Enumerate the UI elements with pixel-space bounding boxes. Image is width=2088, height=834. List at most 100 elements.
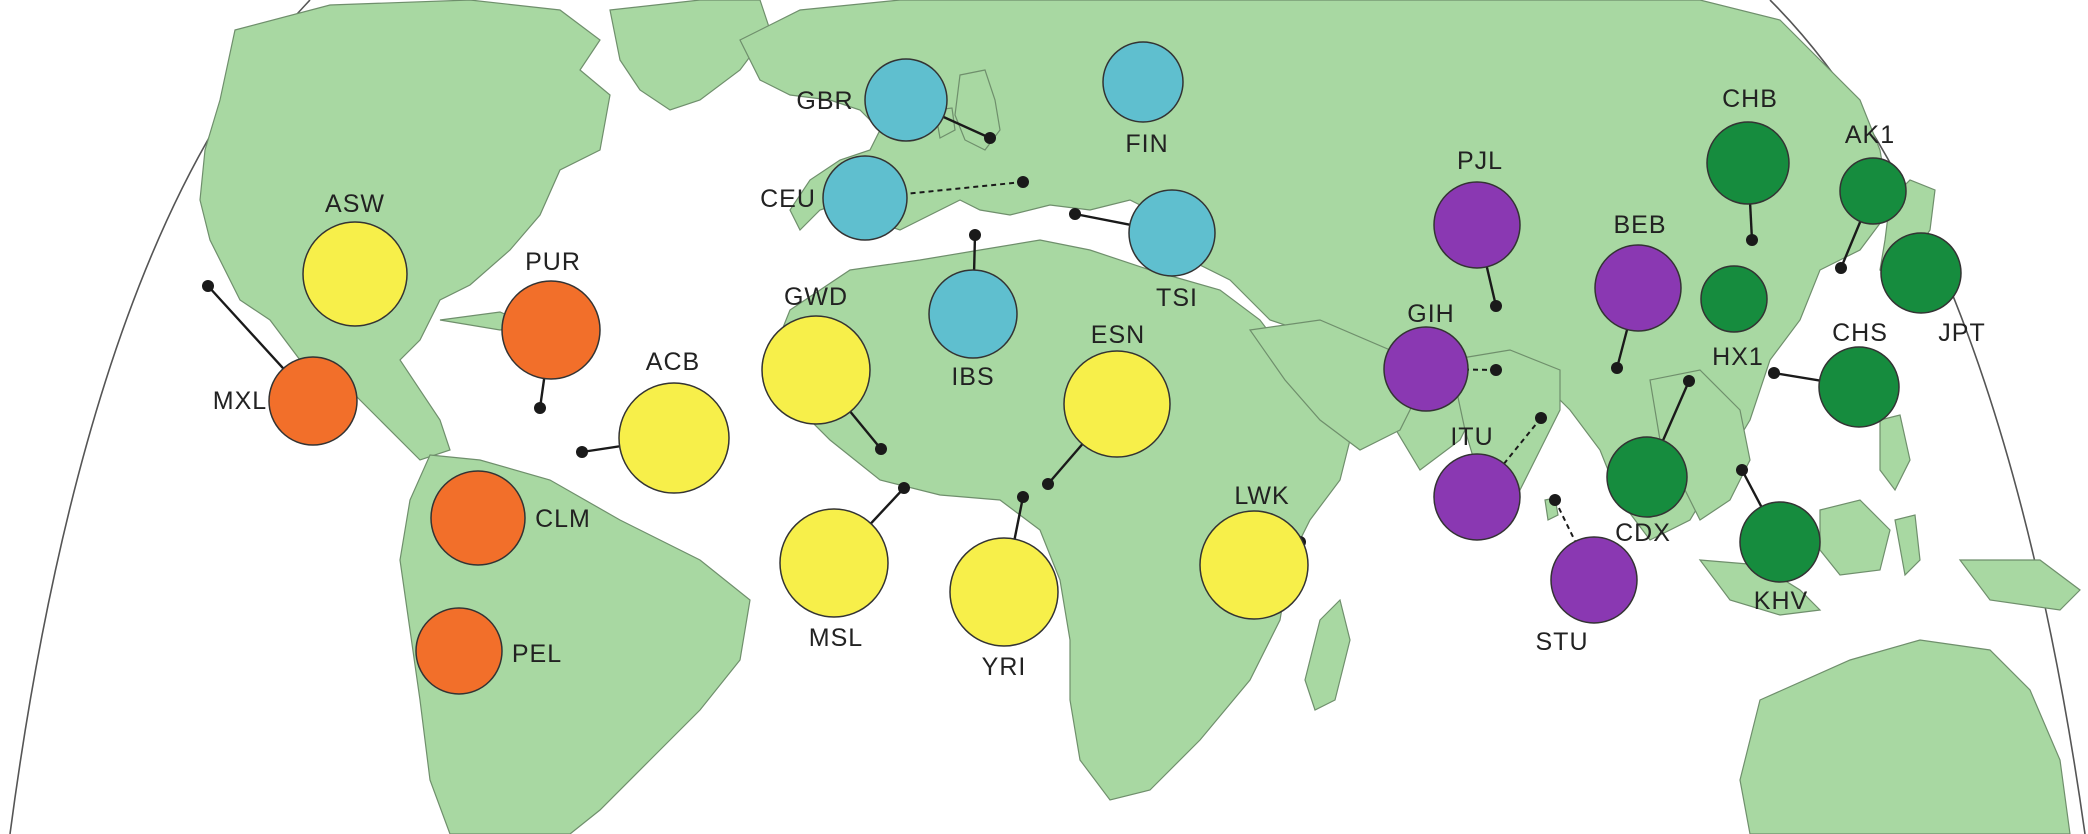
population-circle-acb[interactable] xyxy=(618,382,730,494)
population-gbr[interactable]: GBR xyxy=(796,58,948,142)
population-circle-lwk[interactable] xyxy=(1199,510,1309,620)
population-label-chs: CHS xyxy=(1832,319,1888,347)
population-label-hx1: HX1 xyxy=(1712,343,1764,371)
population-label-pjl: PJL xyxy=(1457,147,1503,175)
population-circle-fin[interactable] xyxy=(1102,41,1184,123)
land-australia xyxy=(1739,639,2071,834)
population-label-mxl: MXL xyxy=(213,387,267,415)
population-label-cdx: CDX xyxy=(1615,519,1671,547)
population-ak1[interactable]: AK1 xyxy=(1839,121,1907,225)
population-clm[interactable]: CLM xyxy=(430,470,591,566)
sample-site-gwd xyxy=(875,443,887,455)
population-circle-chb[interactable] xyxy=(1706,121,1790,205)
population-asw[interactable]: ASW xyxy=(302,190,408,327)
population-mxl[interactable]: MXL xyxy=(213,356,358,446)
population-markers: GBR FIN CEU TSI IBS ASW ACB GWD ESN MSL YRI LWK PUR M… xyxy=(213,41,1986,695)
landmasses xyxy=(199,0,2081,834)
population-label-acb: ACB xyxy=(646,348,700,376)
population-circle-yri[interactable] xyxy=(949,537,1059,647)
population-circle-jpt[interactable] xyxy=(1880,232,1962,314)
population-circle-cdx[interactable] xyxy=(1606,436,1688,518)
population-gih[interactable]: GIH xyxy=(1383,300,1469,412)
population-fin[interactable]: FIN xyxy=(1102,41,1184,158)
population-label-ceu: CEU xyxy=(760,185,816,213)
sample-site-acb xyxy=(576,446,588,458)
population-circle-pjl[interactable] xyxy=(1433,181,1521,269)
sample-site-chb xyxy=(1746,234,1758,246)
population-circle-hx1[interactable] xyxy=(1700,265,1768,333)
population-esn[interactable]: ESN xyxy=(1063,321,1171,458)
sample-site-yri xyxy=(1017,491,1029,503)
population-pjl[interactable]: PJL xyxy=(1433,147,1521,269)
sample-site-esn xyxy=(1042,478,1054,490)
sample-site-stu xyxy=(1549,494,1561,506)
population-ceu[interactable]: CEU xyxy=(760,155,908,241)
land-new-guinea xyxy=(1958,559,2081,611)
population-acb[interactable]: ACB xyxy=(618,348,730,494)
population-label-asw: ASW xyxy=(325,190,385,218)
population-circle-stu[interactable] xyxy=(1550,536,1638,624)
sample-site-gih xyxy=(1490,364,1502,376)
population-circle-msl[interactable] xyxy=(779,508,889,618)
land-borneo xyxy=(1819,499,1891,576)
population-label-jpt: JPT xyxy=(1938,319,1985,347)
population-label-fin: FIN xyxy=(1125,130,1168,158)
population-circle-gwd[interactable] xyxy=(761,315,871,425)
population-label-chb: CHB xyxy=(1722,85,1778,113)
sample-site-tsi xyxy=(1069,208,1081,220)
sample-site-gbr xyxy=(984,132,996,144)
population-circle-pur[interactable] xyxy=(501,280,601,380)
population-circle-chs[interactable] xyxy=(1818,346,1900,428)
population-label-beb: BEB xyxy=(1613,211,1666,239)
population-label-itu: ITU xyxy=(1450,423,1493,451)
population-circle-gih[interactable] xyxy=(1383,326,1469,412)
sample-site-chs xyxy=(1768,367,1780,379)
population-pel[interactable]: PEL xyxy=(415,607,562,695)
population-label-ak1: AK1 xyxy=(1845,121,1895,149)
population-circle-ceu[interactable] xyxy=(822,155,908,241)
population-circle-khv[interactable] xyxy=(1739,501,1821,583)
population-circle-ibs[interactable] xyxy=(928,269,1018,359)
population-circle-ak1[interactable] xyxy=(1839,157,1907,225)
population-label-lwk: LWK xyxy=(1234,482,1289,510)
population-label-gbr: GBR xyxy=(796,87,853,115)
population-label-pel: PEL xyxy=(512,640,562,668)
population-circle-beb[interactable] xyxy=(1594,244,1682,332)
population-lwk[interactable]: LWK xyxy=(1199,482,1309,620)
population-khv[interactable]: KHV xyxy=(1739,501,1821,615)
population-label-esn: ESN xyxy=(1091,321,1145,349)
population-circle-asw[interactable] xyxy=(302,221,408,327)
population-label-tsi: TSI xyxy=(1156,284,1198,312)
population-beb[interactable]: BEB xyxy=(1594,211,1682,332)
population-label-pur: PUR xyxy=(525,248,581,276)
population-msl[interactable]: MSL xyxy=(779,508,889,652)
sample-site-itu xyxy=(1535,412,1547,424)
land-sulawesi xyxy=(1894,514,1921,577)
population-pur[interactable]: PUR xyxy=(501,248,601,380)
population-label-yri: YRI xyxy=(982,653,1027,681)
population-circle-pel[interactable] xyxy=(415,607,503,695)
population-label-clm: CLM xyxy=(535,505,591,533)
population-label-ibs: IBS xyxy=(951,363,994,391)
population-ibs[interactable]: IBS xyxy=(928,269,1018,391)
population-circle-esn[interactable] xyxy=(1063,350,1171,458)
population-label-gwd: GWD xyxy=(784,283,848,311)
population-jpt[interactable]: JPT xyxy=(1880,232,1986,347)
population-circle-clm[interactable] xyxy=(430,470,526,566)
population-chb[interactable]: CHB xyxy=(1706,85,1790,205)
population-stu[interactable]: STU xyxy=(1536,536,1638,656)
population-yri[interactable]: YRI xyxy=(949,537,1059,681)
population-chs[interactable]: CHS xyxy=(1818,319,1900,428)
population-circle-mxl[interactable] xyxy=(268,356,358,446)
sample-site-msl xyxy=(898,482,910,494)
population-circle-gbr[interactable] xyxy=(864,58,948,142)
population-cdx[interactable]: CDX xyxy=(1606,436,1688,547)
population-circle-tsi[interactable] xyxy=(1128,189,1216,277)
population-tsi[interactable]: TSI xyxy=(1128,189,1216,312)
population-circle-itu[interactable] xyxy=(1433,453,1521,541)
population-hx1[interactable]: HX1 xyxy=(1700,265,1768,371)
population-itu[interactable]: ITU xyxy=(1433,423,1521,541)
population-label-msl: MSL xyxy=(809,624,863,652)
sample-site-ceu xyxy=(1017,176,1029,188)
population-gwd[interactable]: GWD xyxy=(761,283,871,425)
